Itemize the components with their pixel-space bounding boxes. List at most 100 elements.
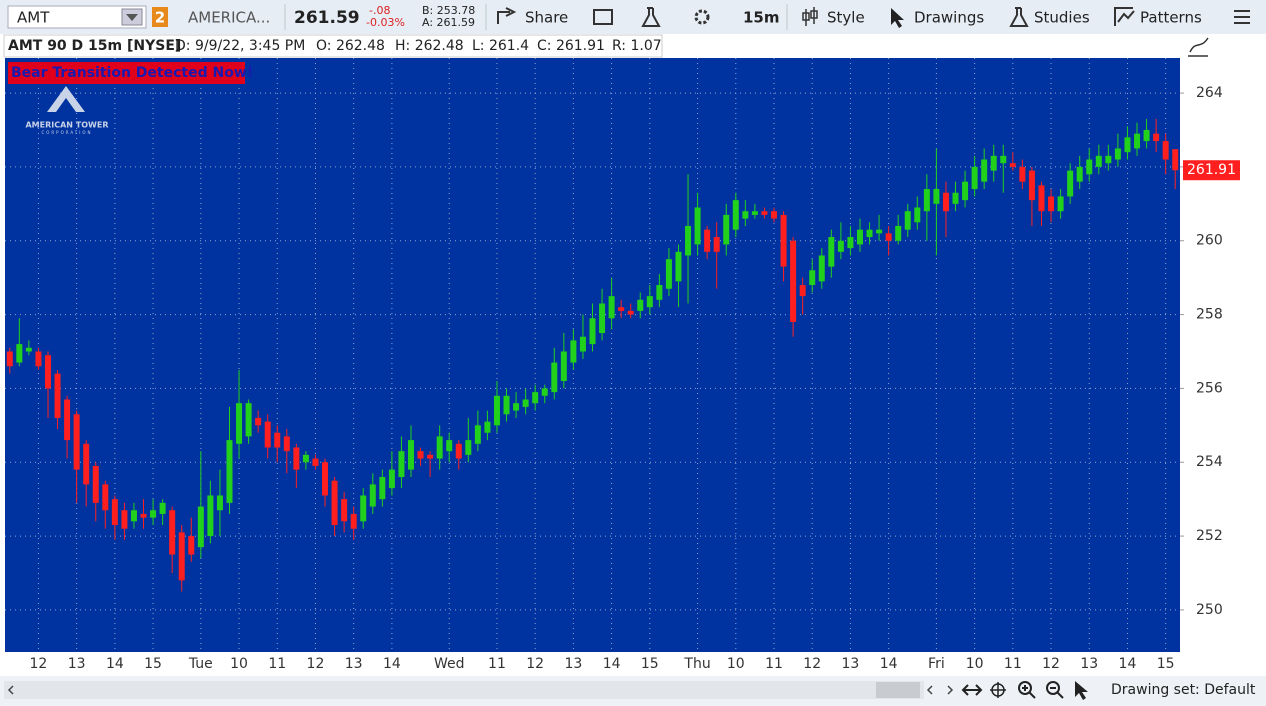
pointer-icon[interactable]	[1075, 681, 1088, 700]
candle-body	[646, 296, 653, 308]
x-tick-label: 12	[1042, 656, 1060, 672]
zoom-fit-icon[interactable]	[961, 684, 983, 696]
candle-body	[1162, 141, 1169, 160]
candle-body	[1095, 155, 1102, 167]
candle-body	[322, 462, 329, 496]
candle-body	[551, 362, 558, 393]
candle-body	[914, 207, 921, 223]
candle-body	[627, 310, 634, 315]
candle-body	[341, 499, 348, 522]
settings-icon[interactable]	[694, 9, 710, 25]
candle-body	[1076, 166, 1083, 182]
zoom-out-icon[interactable]	[1046, 681, 1060, 695]
candle-body	[675, 251, 682, 282]
candle-body	[1143, 129, 1150, 142]
candle-body	[255, 417, 262, 426]
header-date: D: 9/9/22, 3:45 PM	[175, 38, 305, 54]
x-tick-label: Thu	[683, 656, 710, 672]
candle-body	[236, 403, 243, 444]
flask-icon[interactable]	[641, 7, 661, 27]
candle-body	[837, 240, 844, 252]
header-box	[3, 34, 663, 58]
style-button[interactable]: Style	[827, 9, 865, 27]
x-tick-label: 14	[880, 656, 898, 672]
link-box[interactable]	[152, 7, 168, 27]
candle-body	[847, 237, 854, 249]
drawings-button[interactable]: Drawings	[914, 9, 984, 27]
candle-body	[216, 495, 223, 511]
studies-icon	[1009, 7, 1029, 27]
candle-body	[427, 454, 434, 459]
candle-body	[16, 344, 23, 363]
x-tick-label: 10	[727, 656, 745, 672]
snapshot-icon[interactable]	[593, 9, 613, 25]
candle-body	[293, 447, 300, 470]
x-tick-label: 15	[144, 656, 162, 672]
candle-body	[1019, 166, 1026, 182]
candle-body	[25, 347, 32, 352]
candle-body	[1067, 170, 1074, 197]
studies-button[interactable]: Studies	[1034, 9, 1090, 27]
y-tick-label: 250	[1196, 602, 1223, 618]
candle-body	[6, 351, 13, 367]
candle-body	[1172, 149, 1179, 171]
scrollbar-thumb[interactable]	[876, 682, 920, 698]
logo-sub: CORPORATION	[41, 130, 92, 135]
candle-body	[856, 229, 863, 245]
x-tick-label: 11	[1004, 656, 1022, 672]
candle-body	[713, 237, 720, 252]
patterns-button[interactable]: Patterns	[1140, 9, 1202, 27]
candle-body	[704, 229, 711, 252]
y-tick-label: 256	[1196, 380, 1223, 396]
timeframe-button[interactable]: 15m	[743, 9, 780, 27]
candle-body	[1124, 137, 1131, 153]
candle-body	[694, 207, 701, 245]
change-pct: -0.03%	[366, 16, 405, 29]
candle-body	[1114, 148, 1121, 160]
candle-body	[522, 399, 529, 407]
candle-body	[570, 340, 577, 363]
candle-body	[685, 225, 692, 256]
header-close: C: 261.91	[537, 38, 605, 54]
candle-body	[35, 351, 42, 367]
candle-body	[904, 211, 911, 230]
candle-body	[885, 233, 892, 241]
candle-body	[360, 495, 367, 522]
ask: A: 261.59	[422, 16, 475, 29]
zoom-in-icon[interactable]	[1018, 681, 1032, 695]
candle-body	[771, 211, 778, 219]
y-tick-label: 260	[1196, 233, 1223, 249]
candle-body	[608, 296, 615, 319]
candle-body	[398, 451, 405, 478]
candle-body	[780, 214, 787, 267]
candle-body	[1153, 133, 1160, 142]
zoom-out-lines	[1050, 687, 1064, 699]
crosshair-lines	[990, 682, 1006, 698]
candle-body	[465, 440, 472, 455]
candle-body	[283, 436, 290, 452]
header-open: O: 262.48	[316, 38, 385, 54]
header-low: L: 261.4	[472, 38, 529, 54]
candle-body	[417, 451, 424, 459]
candle-body	[1000, 155, 1007, 164]
menu-icon[interactable]	[1234, 10, 1250, 24]
drawing-set[interactable]: Drawing set: Default	[1111, 682, 1256, 698]
candle-body	[140, 513, 147, 518]
candle-body	[599, 303, 606, 334]
candle-body	[942, 192, 949, 212]
scroll-arrows[interactable]	[7, 685, 954, 695]
x-tick-label: 14	[106, 656, 124, 672]
y-tick-label: 264	[1196, 85, 1223, 101]
candle-body	[436, 436, 443, 459]
candle-body	[312, 458, 319, 466]
candle-body	[971, 166, 978, 190]
alert-box	[8, 62, 245, 84]
price-axis-icon[interactable]	[1188, 37, 1209, 57]
share-button[interactable]: Share	[525, 9, 568, 27]
symbol-box[interactable]	[7, 5, 147, 29]
candle-body	[981, 159, 988, 182]
symbol[interactable]: AMT	[17, 9, 50, 27]
scrollbar-track[interactable]	[4, 681, 924, 699]
x-tick-label: 15	[641, 656, 659, 672]
x-tick-label: 12	[803, 656, 821, 672]
